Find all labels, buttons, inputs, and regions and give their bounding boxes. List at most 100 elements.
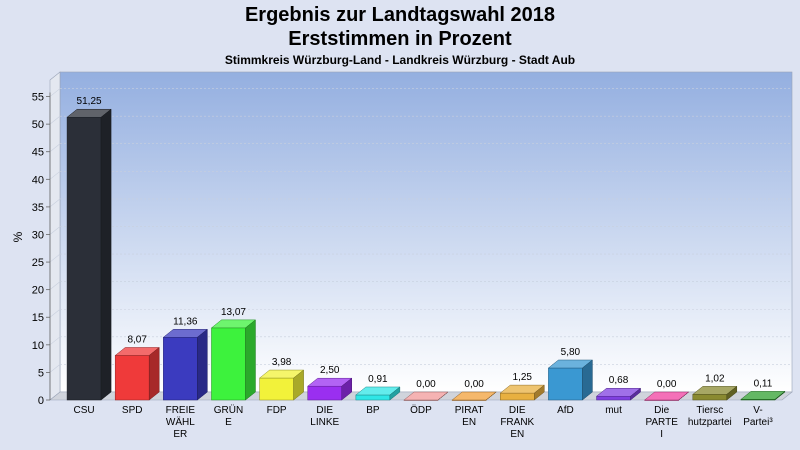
y-axis-label: % — [11, 231, 25, 242]
x-tick-label: Die PARTE I — [645, 405, 678, 440]
data-label: 13,07 — [221, 307, 246, 318]
data-label: 11,36 — [173, 316, 198, 327]
bar — [355, 386, 401, 401]
bar-side — [630, 387, 641, 401]
bar — [162, 328, 209, 401]
x-tick-label: PIRAT EN — [455, 405, 484, 428]
bar-side — [534, 384, 545, 401]
chart-subtitle: Erststimmen in Prozent — [288, 28, 512, 50]
gridline-side — [49, 143, 61, 152]
bar-side — [389, 386, 401, 401]
plot-side-wall — [49, 71, 61, 401]
data-label: 1,02 — [705, 373, 725, 384]
data-label: 0,91 — [368, 374, 388, 385]
data-label: 0,11 — [754, 378, 773, 389]
bar-front — [211, 327, 246, 401]
bar-front — [692, 394, 728, 401]
y-tick-label: 0 — [38, 395, 44, 407]
y-tick-label: 25 — [32, 257, 44, 269]
bar — [451, 391, 497, 401]
y-tick-label: 35 — [32, 202, 44, 214]
data-label: 2,50 — [320, 365, 340, 376]
bar-front — [259, 377, 294, 401]
bar-front — [114, 355, 150, 401]
y-tick-label: 10 — [32, 340, 44, 352]
bar — [643, 391, 690, 401]
y-tick-label: 50 — [32, 119, 44, 131]
y-tick-label: 15 — [32, 312, 44, 324]
data-label: 0,00 — [416, 379, 436, 390]
bar-front — [66, 116, 102, 401]
bar-front — [596, 395, 631, 401]
bar — [210, 319, 257, 401]
data-label: 0,00 — [657, 379, 677, 390]
bar-side — [774, 390, 786, 401]
gridline-side — [49, 336, 61, 346]
bar-front — [500, 392, 535, 401]
bar-front — [548, 367, 583, 401]
bar-side — [726, 385, 738, 401]
x-tick-label: V-Partei³ — [743, 405, 773, 428]
bar — [692, 385, 738, 401]
bar-side — [245, 319, 256, 401]
bar-side — [148, 346, 160, 401]
x-tick-label: mut — [605, 405, 622, 416]
bar — [595, 387, 642, 401]
y-tick-label: 5 — [38, 367, 44, 379]
x-tick-label: AfD — [557, 405, 574, 416]
chart-region: Stimmkreis Würzburg-Land - Landkreis Wür… — [224, 53, 576, 67]
gridline-side — [49, 309, 61, 318]
gridline-side — [49, 226, 61, 235]
data-label: 1,25 — [513, 372, 533, 383]
x-tick-label: DIE LINKE — [310, 405, 339, 428]
gridline-side — [49, 115, 61, 125]
y-tick-label: 20 — [32, 285, 44, 297]
data-label: 0,00 — [464, 379, 484, 390]
bar — [66, 108, 112, 401]
x-tick-label: DIE FRANK EN — [500, 405, 534, 440]
bar-side — [678, 391, 689, 401]
x-tick-label: GRÜN E — [214, 404, 243, 428]
bar — [114, 346, 160, 401]
gridline-side — [49, 281, 61, 290]
data-label: 0,68 — [609, 375, 629, 386]
x-tick-label: FREIE WÄHL ER — [166, 405, 196, 440]
bar-front — [355, 394, 391, 401]
x-tick-label: FDP — [267, 405, 287, 416]
bar — [547, 359, 594, 401]
data-label: 5,80 — [561, 347, 581, 358]
gridline-side — [49, 88, 61, 97]
bar-side — [293, 369, 304, 401]
bar — [258, 369, 305, 401]
x-tick-label: CSU — [74, 405, 95, 416]
data-label: 8,07 — [127, 334, 147, 345]
bar-side — [341, 377, 352, 401]
y-tick-label: 55 — [32, 92, 44, 104]
bar-side — [100, 108, 112, 401]
gridline-side — [49, 253, 61, 263]
chart-title: Ergebnis zur Landtagswahl 2018 — [244, 4, 556, 26]
bar-front — [163, 337, 198, 401]
x-tick-label: SPD — [122, 405, 143, 416]
x-tick-label: BP — [366, 405, 380, 416]
bar-side — [437, 391, 449, 401]
bar-side — [485, 391, 497, 401]
bar-side — [582, 359, 593, 401]
bar — [403, 391, 449, 401]
gridline-side — [49, 171, 61, 180]
y-tick-label: 30 — [32, 229, 44, 241]
data-label: 51,25 — [77, 96, 102, 107]
bar — [307, 377, 353, 401]
x-tick-label: Tiersc hutzpartei — [688, 405, 732, 428]
y-tick-label: 40 — [32, 174, 44, 186]
y-tick-label: 45 — [32, 147, 44, 159]
bar-side — [197, 328, 208, 401]
gridline-side — [49, 364, 61, 373]
bar — [499, 384, 545, 401]
gridline-side — [49, 198, 61, 208]
bar-front — [307, 385, 342, 401]
x-tick-label: ÖDP — [410, 404, 432, 416]
data-label: 3,98 — [272, 357, 292, 368]
bar — [740, 390, 786, 401]
